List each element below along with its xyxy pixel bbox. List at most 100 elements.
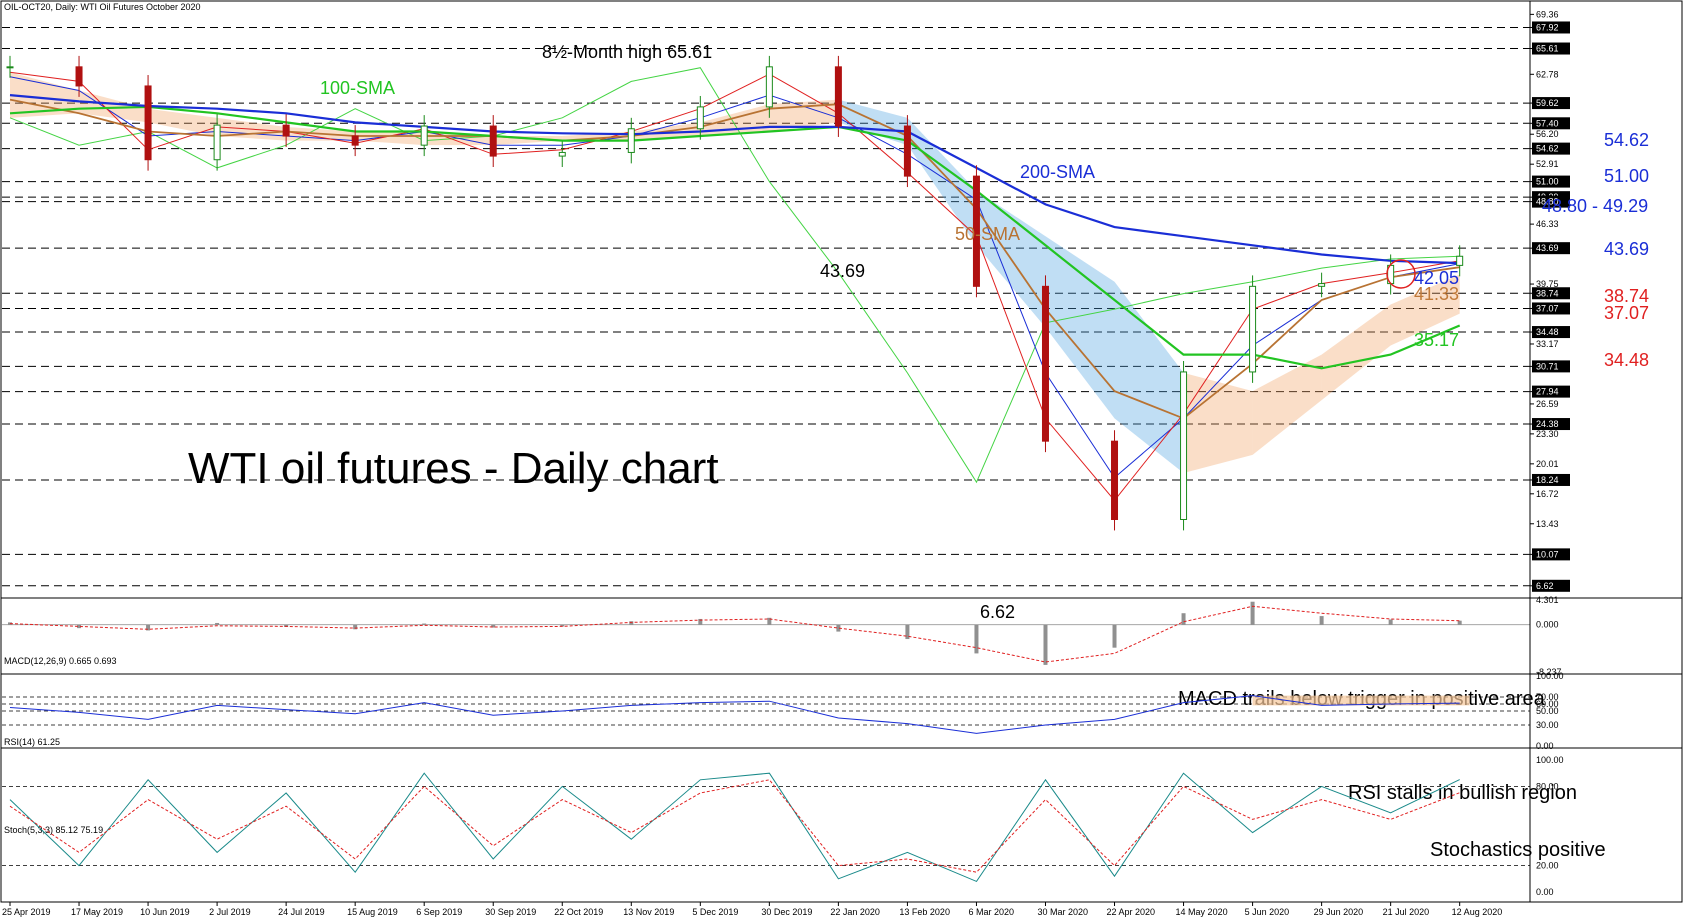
time-axis-label: 29 Jun 2020 — [1314, 907, 1364, 917]
rsi-axis-label: 100.00 — [1536, 671, 1564, 681]
time-axis-label: 5 Jun 2020 — [1245, 907, 1290, 917]
price-axis-label: 67.92 — [1536, 22, 1559, 32]
price-axis-level-box — [1532, 579, 1570, 592]
price-axis-label: 10.07 — [1536, 549, 1559, 559]
cloud-segment — [1045, 236, 1115, 419]
candle-body — [903, 125, 911, 177]
level-label: 43.69 — [1604, 239, 1649, 259]
stoch-k-line — [9, 772, 1460, 883]
time-axis: 25 Apr 2019 17 May 2019 10 Jun 2019 2 Jul 2… — [2, 902, 1502, 917]
mid-level-annotation: 43.69 — [820, 261, 865, 281]
price-axis-level-box — [1532, 548, 1570, 561]
stoch-header: Stoch(5,3,3) 85.12 75.19 — [4, 825, 103, 835]
price-axis-label: 69.36 — [1536, 9, 1559, 19]
price-grid — [2, 26, 1530, 587]
cloud-segment — [10, 72, 80, 118]
time-axis-label: 15 Aug 2019 — [347, 907, 398, 917]
candle-body — [972, 175, 980, 287]
price-axis-label: 13.43 — [1536, 519, 1559, 529]
candle-body — [1041, 285, 1049, 442]
price-axis-label: 46.33 — [1536, 219, 1559, 229]
price-axis-label: 59.62 — [1536, 98, 1559, 108]
price-axis-label: 57.40 — [1536, 118, 1559, 128]
macd-bar — [1181, 613, 1186, 625]
stoch-axis-label: 80.00 — [1536, 781, 1559, 791]
level-label: 35.17 — [1414, 330, 1459, 350]
price-axis-label: 18.24 — [1536, 475, 1559, 485]
price-axis-label: 27.94 — [1536, 387, 1559, 397]
chart-frame — [0, 0, 1683, 903]
candle-body — [1180, 371, 1188, 520]
time-axis-label: 17 May 2019 — [71, 907, 123, 917]
price-axis-level-box — [1532, 195, 1570, 208]
level-label: 41.33 — [1414, 284, 1459, 304]
indicator-lines — [9, 67, 1461, 502]
candle-body — [144, 85, 152, 161]
macd-bar — [905, 624, 910, 640]
chikou-span-line — [9, 67, 1460, 484]
cloud-segment — [1390, 274, 1460, 346]
macd-bar — [284, 624, 289, 627]
candle-body — [1249, 285, 1257, 373]
candle-body — [75, 66, 83, 87]
level-label: 37.07 — [1604, 303, 1649, 323]
time-axis-label: 30 Mar 2020 — [1037, 907, 1088, 917]
price-axis-level-box — [1532, 175, 1570, 188]
price-axis-label: 62.78 — [1536, 69, 1559, 79]
macd-bar — [1457, 620, 1462, 625]
price-axis-label: 34.48 — [1536, 327, 1559, 337]
sma200-label: 200-SMA — [1020, 162, 1095, 182]
level-label: 34.48 — [1604, 350, 1649, 370]
stoch-axis-label: 0.00 — [1536, 887, 1554, 897]
candle-body — [282, 124, 290, 137]
rsi-bullish-zone — [1252, 695, 1470, 706]
level-label: 42.05 — [1414, 268, 1459, 288]
macd-bar — [560, 624, 565, 627]
candle-body — [765, 66, 773, 108]
rsi-annotation: RSI stalls in bullish region — [1348, 782, 1577, 804]
candle-body — [420, 125, 428, 146]
price-axis-label: 33.17 — [1536, 339, 1559, 349]
macd-bar — [353, 624, 358, 630]
macd-bar — [974, 624, 979, 654]
sma100-line — [9, 105, 1461, 370]
price-axis-label: 52.91 — [1536, 159, 1559, 169]
time-axis-label: 25 Apr 2019 — [2, 907, 51, 917]
price-axis-level-box — [1532, 360, 1570, 373]
macd-axis-label: 0.000 — [1536, 620, 1559, 630]
time-axis-label: 30 Sep 2019 — [485, 907, 536, 917]
candle-body — [834, 66, 842, 127]
time-axis-label: 12 Aug 2020 — [1452, 907, 1503, 917]
price-axis-label: 30.71 — [1536, 361, 1559, 371]
macd-bar — [491, 624, 496, 628]
price-annotations: 8½-Month high 65.61 6.62 43.69 100-SMA 200-S… — [320, 42, 1649, 622]
candle-body — [6, 66, 14, 69]
stoch-d-line — [9, 779, 1460, 873]
candle-body — [213, 124, 221, 161]
cloud-segment — [1114, 281, 1184, 474]
candle-body — [558, 151, 566, 157]
price-axis-level-box — [1532, 287, 1570, 300]
macd-bar — [767, 617, 772, 625]
time-axis-label: 21 Jul 2020 — [1383, 907, 1430, 917]
sma100-label: 100-SMA — [320, 78, 395, 98]
price-axis-level-box — [1532, 418, 1570, 431]
chart-title: WTI oil futures - Daily chart — [188, 444, 719, 493]
cloud-segment — [1321, 304, 1391, 401]
cloud-segment — [493, 136, 563, 146]
chart-header: OIL-OCT20, Daily: WTI Oil Futures Octobe… — [4, 2, 201, 12]
macd-bar — [215, 622, 220, 625]
macd-axis-label: -8.237 — [1536, 667, 1562, 677]
time-axis-label: 22 Oct 2019 — [554, 907, 603, 917]
macd-bar — [77, 624, 82, 629]
rsi-axis-label: 70.00 — [1536, 692, 1559, 702]
high-annotation: 8½-Month high 65.61 — [542, 42, 712, 62]
rsi-axis-label: 50.00 — [1536, 706, 1559, 716]
time-axis-label: 22 Jan 2020 — [830, 907, 880, 917]
macd-bar — [836, 624, 841, 632]
rsi-line — [9, 695, 1460, 734]
price-axis-label: 20.01 — [1536, 459, 1559, 469]
price-panel: OIL-OCT20, Daily: WTI Oil Futures Octobe… — [2, 2, 1649, 622]
price-axis-label: 16.72 — [1536, 489, 1559, 499]
macd-bar — [1250, 601, 1255, 625]
